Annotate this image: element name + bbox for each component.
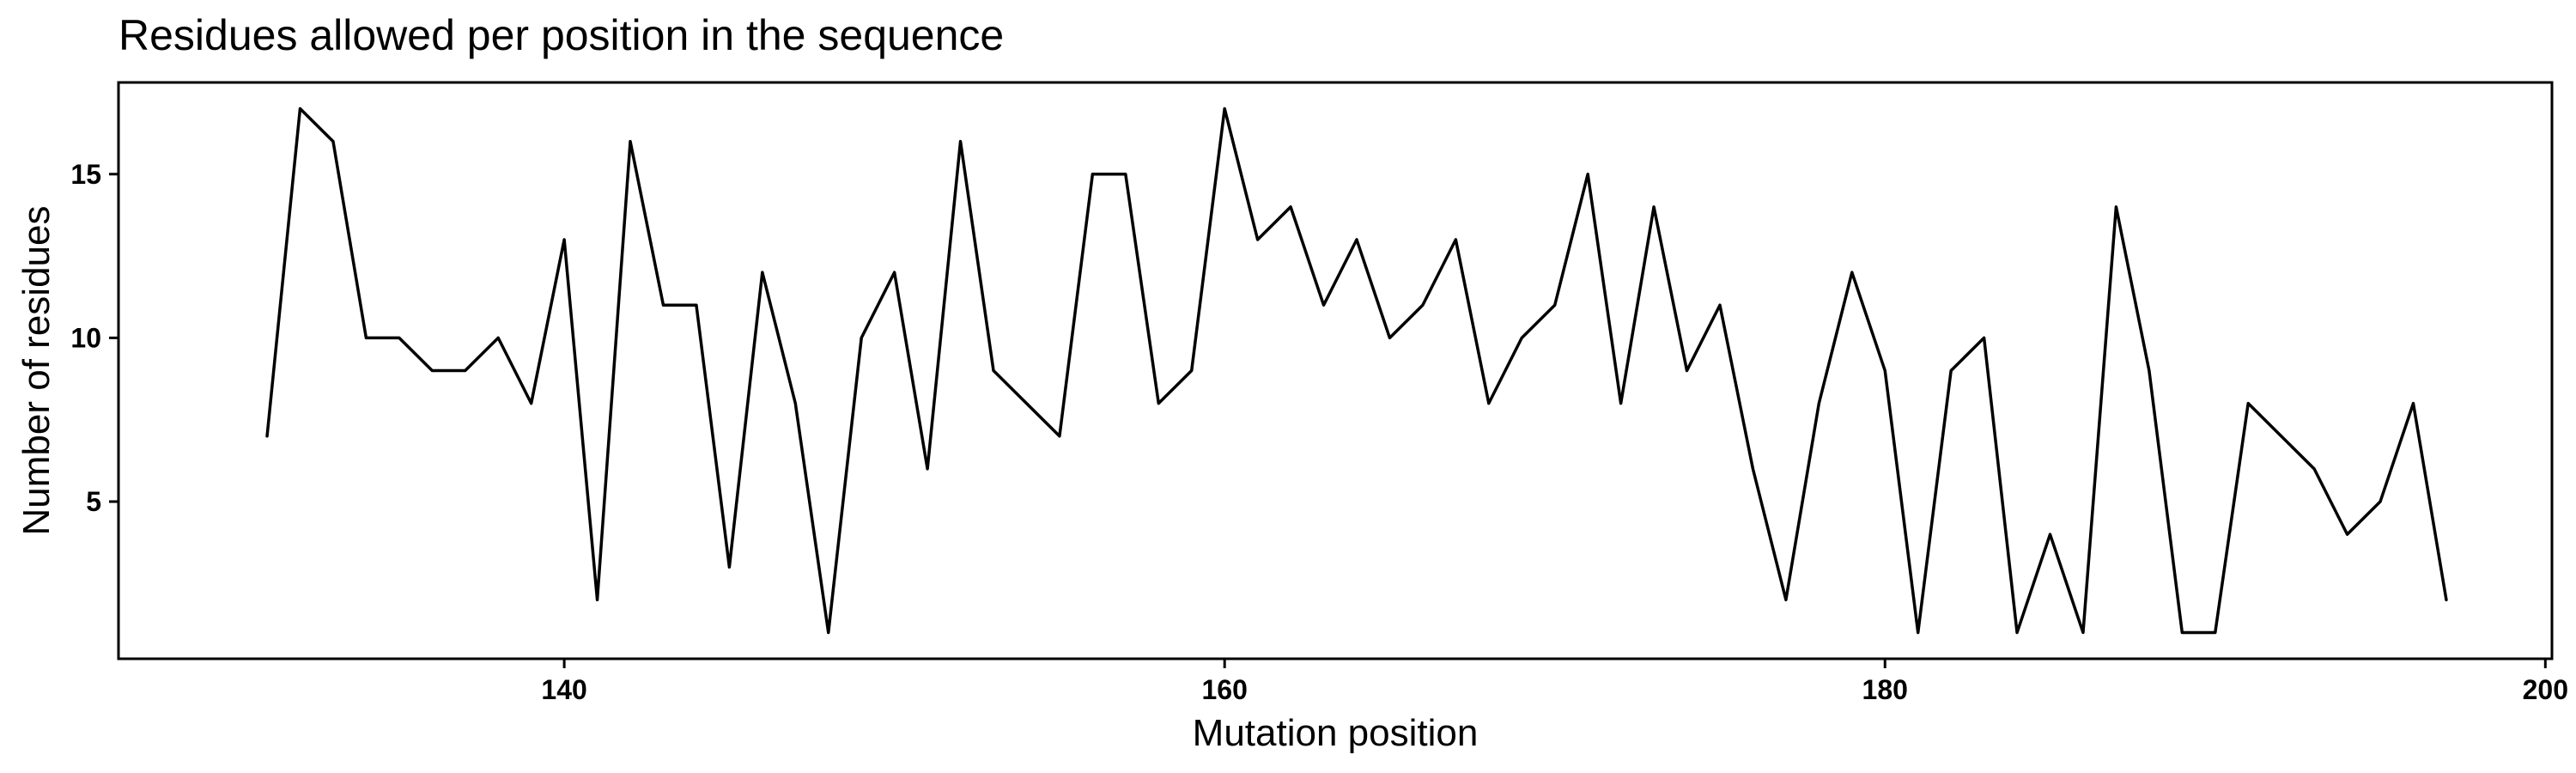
chart-title: Residues allowed per position in the seq… [118, 11, 1004, 59]
x-tick-label: 180 [1862, 674, 1908, 705]
series-line [265, 107, 2448, 635]
y-tick-label: 5 [86, 486, 101, 517]
x-axis-title: Mutation position [1193, 712, 1479, 754]
x-axis: 140 160 180 200 [541, 659, 2568, 705]
x-tick-label: 200 [2523, 674, 2568, 705]
x-tick-label: 160 [1201, 674, 1247, 705]
y-tick-label: 15 [70, 159, 101, 190]
y-tick-label: 10 [70, 322, 101, 353]
y-axis-title: Number of residues [15, 206, 58, 536]
plot-panel [117, 81, 2554, 660]
x-tick-label: 140 [541, 674, 586, 705]
y-axis: 5 10 15 [70, 159, 118, 517]
